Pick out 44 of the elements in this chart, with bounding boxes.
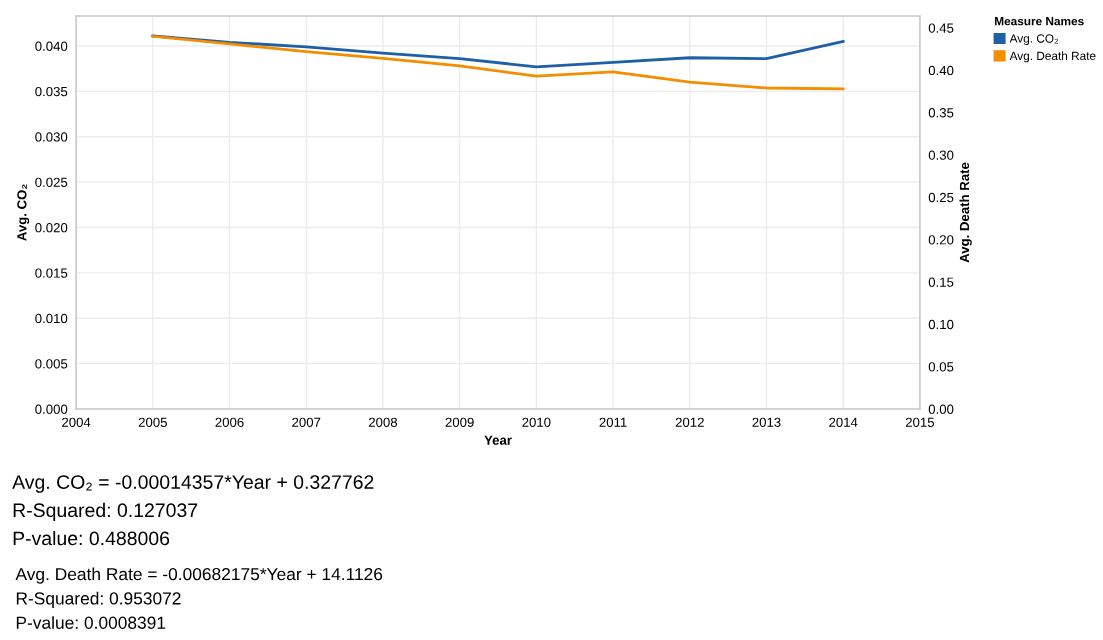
x-tick-label: 2006	[215, 417, 244, 427]
y-axis-title: Avg. CO₂	[17, 184, 30, 241]
y2-tick-label: 0.05	[928, 362, 954, 372]
y-tick-label: 0.010	[35, 313, 68, 324]
x-tick-label: 2013	[752, 417, 781, 427]
text: Avg. Death Rate = -0.00682175*Year + 14.1126	[15, 567, 383, 584]
y-tick-label: 0.015	[35, 268, 68, 278]
y2-tick-label: 0.10	[928, 319, 954, 330]
y2-tick-label: 0.35	[928, 108, 954, 118]
y2-tick-label: 0.15	[928, 277, 954, 287]
text: Avg. CO₂ = -0.00014357*Year + 0.327762	[12, 475, 374, 493]
y-tick-label: 0.025	[35, 177, 68, 187]
y-tick-label: 0.030	[35, 132, 68, 142]
x-tick-label: 2009	[445, 417, 474, 427]
x-tick-label: 2015	[905, 417, 935, 427]
y2-tick-label: 0.40	[928, 65, 954, 76]
y2-tick-label: 0.00	[928, 404, 954, 414]
x-tick-label: 2010	[522, 417, 551, 427]
x-tick-label: 2014	[829, 417, 858, 427]
text: P-value: 0.488006	[13, 530, 170, 546]
y-tick-label: 0.020	[35, 223, 68, 233]
y2-tick-label: 0.25	[928, 192, 954, 203]
x-tick-label: 2012	[675, 417, 704, 427]
x-tick-label: 2008	[368, 417, 398, 427]
x-tick-label: 2005	[138, 417, 167, 427]
y-tick-label: 0.035	[35, 86, 68, 97]
y2-tick-label: 0.30	[928, 150, 954, 160]
text: R-Squared: 0.953072	[16, 591, 181, 608]
x-tick-label: 2011	[599, 417, 627, 427]
x-tick-label: 2007	[292, 417, 321, 427]
x-tick-label: 2004	[62, 417, 91, 427]
y-tick-label: 0.005	[35, 359, 68, 369]
y-tick-label: 0.040	[35, 41, 68, 51]
y2-tick-label: 0.45	[928, 23, 954, 33]
legend-label: Avg. CO₂	[1009, 34, 1059, 46]
legend-title: Measure Names	[995, 17, 1084, 26]
y2-axis-title: Avg. Death Rate	[959, 162, 972, 263]
text: R-Squared: 0.127037	[13, 502, 198, 521]
x-axis-title: Year	[484, 435, 512, 445]
y2-tick-label: 0.20	[928, 235, 954, 245]
y-tick-label: 0.000	[35, 404, 68, 414]
line-series	[151, 34, 845, 91]
legend-label: Avg. Death Rate	[1009, 51, 1096, 63]
text: P-value: 0.0008391	[16, 616, 166, 629]
